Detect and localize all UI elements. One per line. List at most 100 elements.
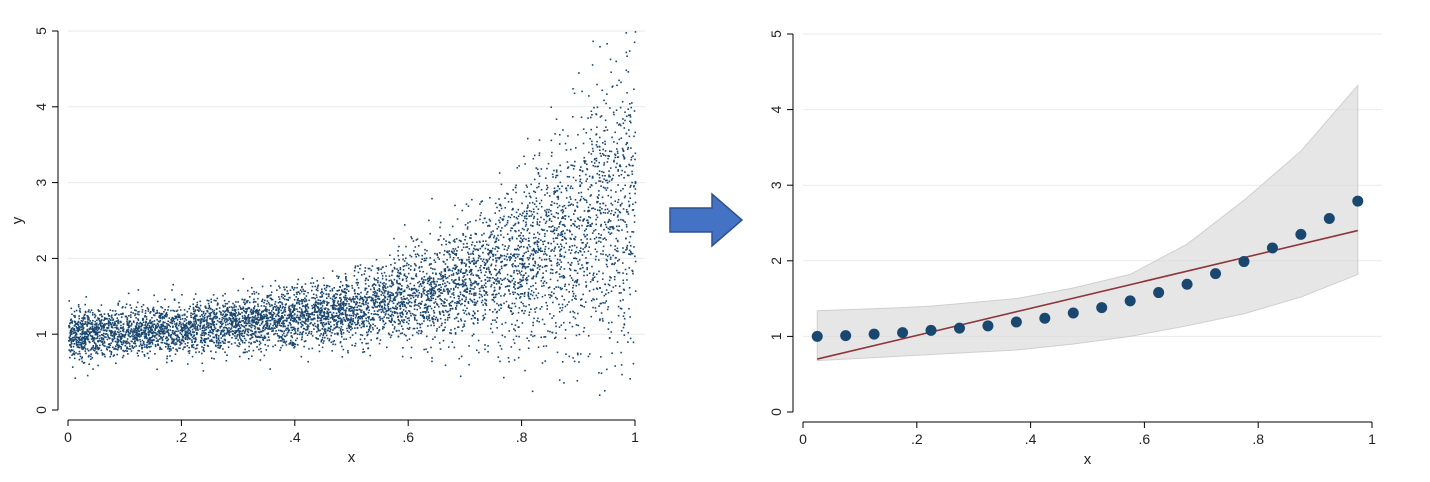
scatter-point bbox=[379, 304, 381, 306]
scatter-point bbox=[192, 308, 195, 311]
scatter-point bbox=[401, 303, 404, 306]
scatter-point bbox=[582, 241, 584, 244]
scatter-point bbox=[230, 311, 233, 314]
scatter-point bbox=[296, 314, 299, 317]
scatter-point bbox=[548, 258, 551, 260]
scatter-point bbox=[574, 317, 577, 320]
scatter-point bbox=[264, 328, 266, 331]
scatter-point bbox=[393, 278, 396, 281]
scatter-point bbox=[451, 307, 454, 310]
scatter-point bbox=[412, 292, 414, 295]
scatter-point bbox=[275, 319, 277, 322]
scatter-point bbox=[316, 301, 318, 304]
scatter-point bbox=[556, 262, 558, 265]
scatter-point bbox=[257, 297, 259, 300]
scatter-point bbox=[560, 288, 562, 291]
scatter-point bbox=[343, 309, 345, 312]
scatter-point bbox=[252, 333, 255, 335]
scatter-point bbox=[282, 341, 285, 343]
scatter-point bbox=[561, 211, 564, 214]
scatter-point bbox=[617, 198, 620, 201]
scatter-point bbox=[248, 349, 250, 352]
scatter-point bbox=[614, 131, 617, 134]
scatter-point bbox=[618, 123, 621, 125]
scatter-point bbox=[115, 348, 117, 351]
scatter-point bbox=[483, 289, 485, 292]
scatter-point bbox=[603, 221, 606, 224]
scatter-point bbox=[431, 318, 433, 320]
scatter-point bbox=[536, 218, 539, 221]
scatter-point bbox=[120, 347, 122, 350]
scatter-point bbox=[130, 323, 133, 326]
scatter-point bbox=[345, 279, 347, 281]
scatter-point bbox=[522, 302, 524, 305]
scatter-point bbox=[527, 275, 530, 277]
scatter-point bbox=[403, 301, 406, 303]
scatter-point bbox=[461, 298, 463, 301]
scatter-point bbox=[473, 317, 476, 319]
scatter-point bbox=[618, 211, 621, 213]
scatter-point bbox=[608, 337, 611, 339]
scatter-point bbox=[632, 362, 635, 365]
scatter-point bbox=[556, 202, 558, 205]
scatter-point bbox=[625, 32, 628, 34]
scatter-point bbox=[487, 248, 489, 251]
scatter-point bbox=[301, 320, 303, 323]
scatter-point bbox=[153, 308, 155, 311]
scatter-point bbox=[250, 329, 252, 332]
scatter-point bbox=[351, 287, 354, 289]
scatter-point bbox=[625, 165, 628, 168]
scatter-point bbox=[570, 164, 573, 167]
scatter-point bbox=[136, 337, 139, 339]
scatter-point bbox=[254, 301, 257, 303]
scatter-point bbox=[545, 270, 548, 272]
scatter-point bbox=[331, 350, 333, 352]
scatter-point bbox=[306, 310, 309, 313]
scatter-point bbox=[339, 307, 341, 309]
scatter-point bbox=[520, 237, 522, 240]
scatter-point bbox=[214, 334, 217, 336]
scatter-point bbox=[456, 250, 458, 252]
scatter-point bbox=[403, 290, 406, 293]
scatter-point bbox=[241, 332, 244, 335]
scatter-point bbox=[332, 315, 335, 318]
scatter-point bbox=[553, 202, 556, 205]
scatter-point bbox=[208, 324, 210, 326]
scatter-point bbox=[254, 332, 257, 334]
scatter-point bbox=[422, 279, 425, 281]
scatter-point bbox=[606, 129, 609, 131]
scatter-point bbox=[375, 258, 378, 261]
scatter-point bbox=[310, 322, 312, 324]
scatter-point bbox=[593, 238, 596, 240]
scatter-point bbox=[253, 298, 255, 301]
scatter-point bbox=[427, 292, 429, 295]
scatter-point bbox=[114, 340, 117, 343]
scatter-point bbox=[464, 283, 467, 286]
scatter-point bbox=[586, 234, 589, 236]
scatter-point bbox=[83, 336, 86, 339]
scatter-point bbox=[172, 340, 175, 343]
scatter-point bbox=[172, 338, 175, 340]
scatter-point bbox=[135, 309, 137, 312]
scatter-point bbox=[624, 171, 626, 173]
scatter-point bbox=[520, 279, 523, 282]
scatter-point bbox=[191, 339, 193, 341]
scatter-point bbox=[536, 243, 539, 246]
scatter-point bbox=[135, 306, 138, 308]
scatter-point bbox=[181, 338, 184, 341]
scatter-point bbox=[400, 312, 403, 314]
scatter-point bbox=[351, 323, 354, 325]
scatter-point bbox=[416, 238, 419, 240]
scatter-point bbox=[607, 328, 610, 330]
scatter-point bbox=[403, 303, 406, 306]
scatter-point bbox=[494, 202, 497, 205]
scatter-point bbox=[408, 310, 411, 313]
scatter-point bbox=[145, 318, 148, 320]
scatter-point bbox=[263, 301, 265, 304]
scatter-point bbox=[576, 217, 579, 219]
scatter-point bbox=[517, 249, 520, 251]
scatter-point bbox=[399, 288, 402, 291]
scatter-point bbox=[464, 278, 467, 281]
scatter-point bbox=[275, 330, 277, 332]
scatter-point bbox=[514, 260, 516, 262]
